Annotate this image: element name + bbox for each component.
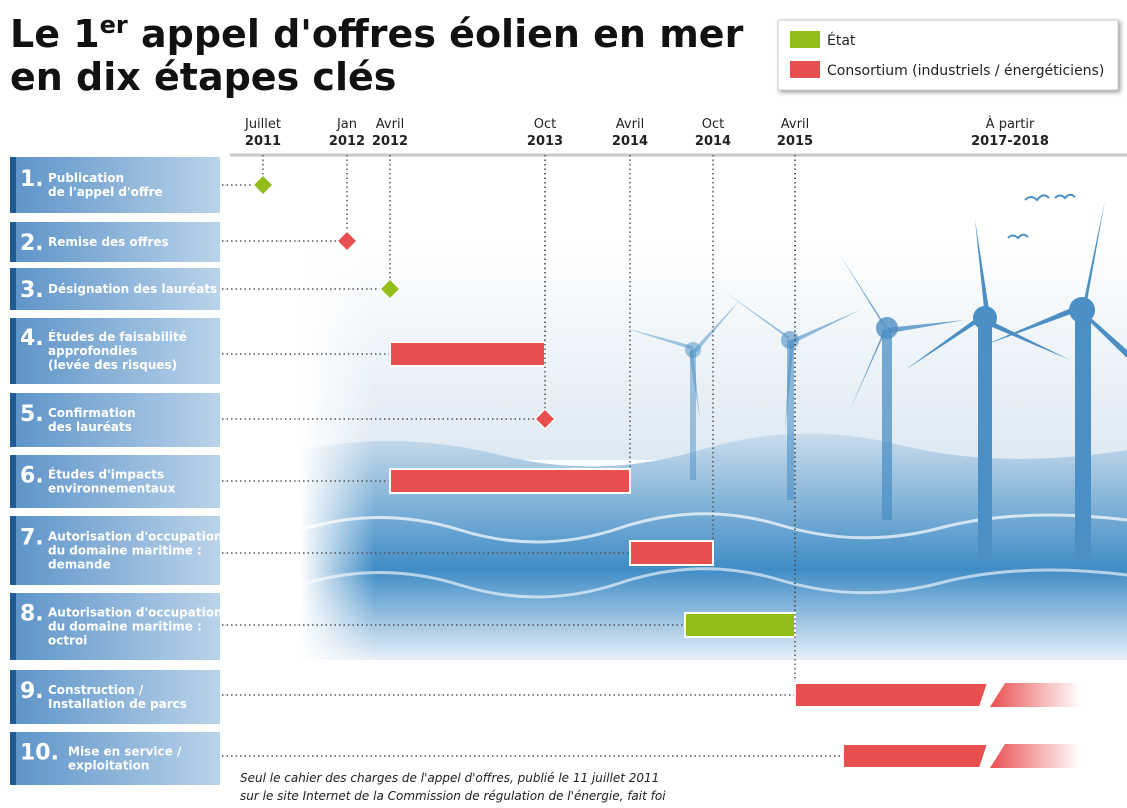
birds xyxy=(1007,193,1076,240)
timeline-year: 2014 xyxy=(612,134,648,149)
step-box xyxy=(10,670,220,724)
step-box-edge xyxy=(10,157,16,213)
duration-bar xyxy=(794,682,990,708)
timeline-month: Juillet xyxy=(244,117,281,132)
timeline-month: Oct xyxy=(702,117,724,132)
step-label: des lauréats xyxy=(48,420,132,434)
legend-label: État xyxy=(827,32,856,49)
step-box xyxy=(10,222,220,262)
step-number: 8. xyxy=(20,602,44,627)
step-label: Publication xyxy=(48,171,124,185)
title-rest: appel d'offres éolien en mer xyxy=(128,12,744,56)
timeline-month: Jan xyxy=(336,117,357,132)
duration-bar xyxy=(389,341,546,367)
step-label: du domaine maritime : xyxy=(48,544,202,558)
title-sup: er xyxy=(100,11,128,39)
step-box-edge xyxy=(10,318,16,384)
step-label: du domaine maritime : xyxy=(48,620,202,634)
step-label: (levée des risques) xyxy=(48,358,177,372)
step-number: 5. xyxy=(20,402,44,427)
step-label: Installation de parcs xyxy=(48,697,187,711)
step-number: 9. xyxy=(20,679,44,704)
milestone xyxy=(378,277,402,301)
step-box xyxy=(10,732,220,785)
step-label: Études d'impacts xyxy=(48,467,164,482)
timeline-year: 2014 xyxy=(695,134,731,149)
milestone xyxy=(533,407,557,431)
step-box-edge xyxy=(10,222,16,262)
legend-box xyxy=(777,19,1119,91)
legend-swatch-state xyxy=(790,31,820,48)
step-number: 1. xyxy=(20,167,44,192)
footnote: sur le site Internet de la Commission de… xyxy=(240,789,666,803)
milestone xyxy=(251,173,275,197)
background xyxy=(299,193,1127,660)
step-label: Désignation des lauréats xyxy=(48,282,217,296)
duration-bar xyxy=(389,468,631,494)
step-number: 3. xyxy=(20,278,44,303)
timeline-year: 2013 xyxy=(527,134,563,149)
step-label: Mise en service / xyxy=(68,745,182,759)
title-line1: Le 1er appel d'offres éolien en mer xyxy=(10,11,744,56)
step-box xyxy=(10,157,220,213)
title-line2: en dix étapes clés xyxy=(10,55,396,99)
title-start: Le 1 xyxy=(10,12,100,56)
step-label: Autorisation d'occupation xyxy=(48,530,223,544)
step-box-edge xyxy=(10,732,16,785)
step-box-edge xyxy=(10,393,16,447)
duration-bar-fade xyxy=(990,683,1080,707)
step-number: 6. xyxy=(20,464,44,489)
step-label: demande xyxy=(48,558,111,572)
step-box-edge xyxy=(10,670,16,724)
fade xyxy=(300,240,600,660)
step-box-edge xyxy=(10,455,16,508)
step-number: 10. xyxy=(20,741,59,766)
timeline-year: 2011 xyxy=(245,134,281,149)
step-number: 4. xyxy=(20,326,44,351)
duration-bar xyxy=(842,743,990,769)
timeline-month: Oct xyxy=(534,117,556,132)
step-label: Remise des offres xyxy=(48,235,169,249)
step-label: Études de faisabilité xyxy=(48,329,187,344)
timeline-month: À partir xyxy=(986,116,1035,132)
step-label: environnementaux xyxy=(48,482,176,496)
legend-swatch-consortium xyxy=(790,61,820,78)
milestone xyxy=(335,229,359,253)
step-box xyxy=(10,593,220,660)
timeline-year: 2015 xyxy=(777,134,813,149)
step-label: approfondies xyxy=(48,344,137,358)
step-label: Confirmation xyxy=(48,406,136,420)
step-label: octroi xyxy=(48,634,87,648)
step-box xyxy=(10,393,220,447)
step-label: de l'appel d'offre xyxy=(48,185,163,199)
timeline-month: Avril xyxy=(616,117,644,132)
timeline-year: 2017-2018 xyxy=(971,134,1049,149)
legend-label: Consortium (industriels / énergéticiens) xyxy=(827,63,1104,79)
step-number: 7. xyxy=(20,526,44,551)
step-box xyxy=(10,318,220,384)
footnote: Seul le cahier des charges de l'appel d'… xyxy=(240,771,659,785)
step-box xyxy=(10,455,220,508)
duration-bar xyxy=(629,540,714,566)
step-label: Autorisation d'occupation xyxy=(48,606,223,620)
step-label: exploitation xyxy=(68,759,149,773)
step-number: 2. xyxy=(20,231,44,256)
step-box-edge xyxy=(10,516,16,585)
step-box xyxy=(10,516,220,585)
timeline-month: Avril xyxy=(376,117,404,132)
duration-bar-fade xyxy=(990,744,1080,768)
duration-bar xyxy=(684,612,796,638)
step-label: Construction / xyxy=(48,683,144,697)
timeline-year: 2012 xyxy=(329,134,365,149)
step-box xyxy=(10,268,220,310)
step-box-edge xyxy=(10,593,16,660)
timeline-month: Avril xyxy=(781,117,809,132)
step-box-edge xyxy=(10,268,16,310)
timeline-year: 2012 xyxy=(372,134,408,149)
turbines xyxy=(625,200,1127,560)
